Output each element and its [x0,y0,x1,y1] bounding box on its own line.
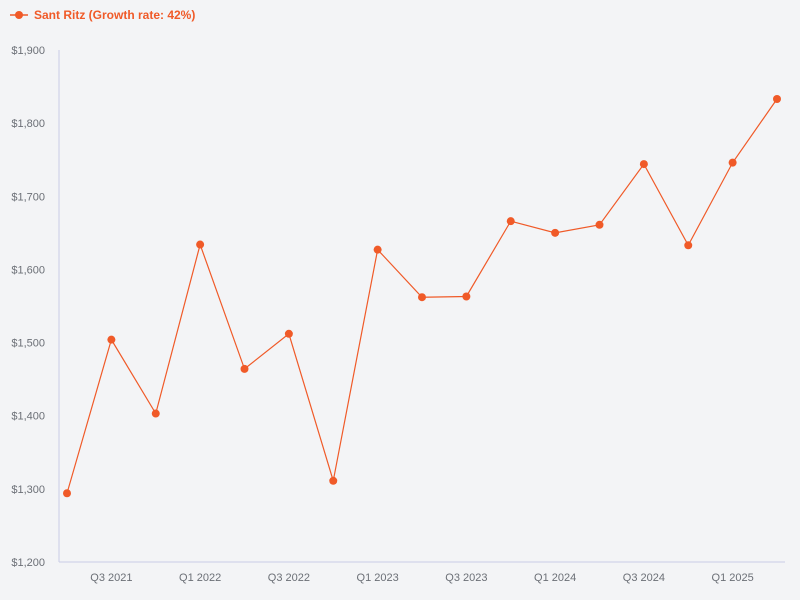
y-tick-label: $1,200 [11,557,45,569]
data-point[interactable] [639,160,648,169]
data-point[interactable] [196,240,205,249]
data-point[interactable] [595,220,604,229]
data-point[interactable] [373,245,382,254]
data-point[interactable] [506,217,515,226]
y-tick-label: $1,300 [11,484,45,496]
x-tick-label: Q1 2025 [712,572,754,584]
data-point[interactable] [551,228,560,237]
y-tick-label: $1,700 [11,191,45,203]
x-tick-label: Q3 2024 [623,572,665,584]
y-tick-label: $1,500 [11,338,45,350]
data-point[interactable] [63,489,71,498]
x-tick-label: Q1 2022 [179,572,221,584]
x-tick-label: Q1 2024 [534,572,576,584]
data-point[interactable] [684,241,693,250]
x-tick-label: Q3 2022 [268,572,310,584]
data-point[interactable] [418,293,426,302]
data-point[interactable] [240,364,249,373]
x-tick-label: Q3 2021 [90,572,132,584]
data-point[interactable] [329,476,338,485]
y-tick-label: $1,800 [11,118,45,130]
y-tick-label: $1,400 [11,411,45,423]
data-point[interactable] [728,158,737,167]
data-point[interactable] [284,329,293,338]
x-tick-label: Q3 2023 [445,572,487,584]
y-tick-label: $1,600 [11,264,45,276]
data-point[interactable] [151,409,160,418]
data-point[interactable] [107,335,116,344]
legend[interactable]: Sant Ritz (Growth rate: 42%) [10,8,195,22]
data-point[interactable] [462,292,471,301]
y-tick-label: $1,900 [11,45,45,57]
x-tick-label: Q1 2023 [357,572,399,584]
legend-marker-icon [10,11,28,19]
legend-label: Sant Ritz (Growth rate: 42%) [34,8,196,22]
data-point[interactable] [773,95,781,104]
